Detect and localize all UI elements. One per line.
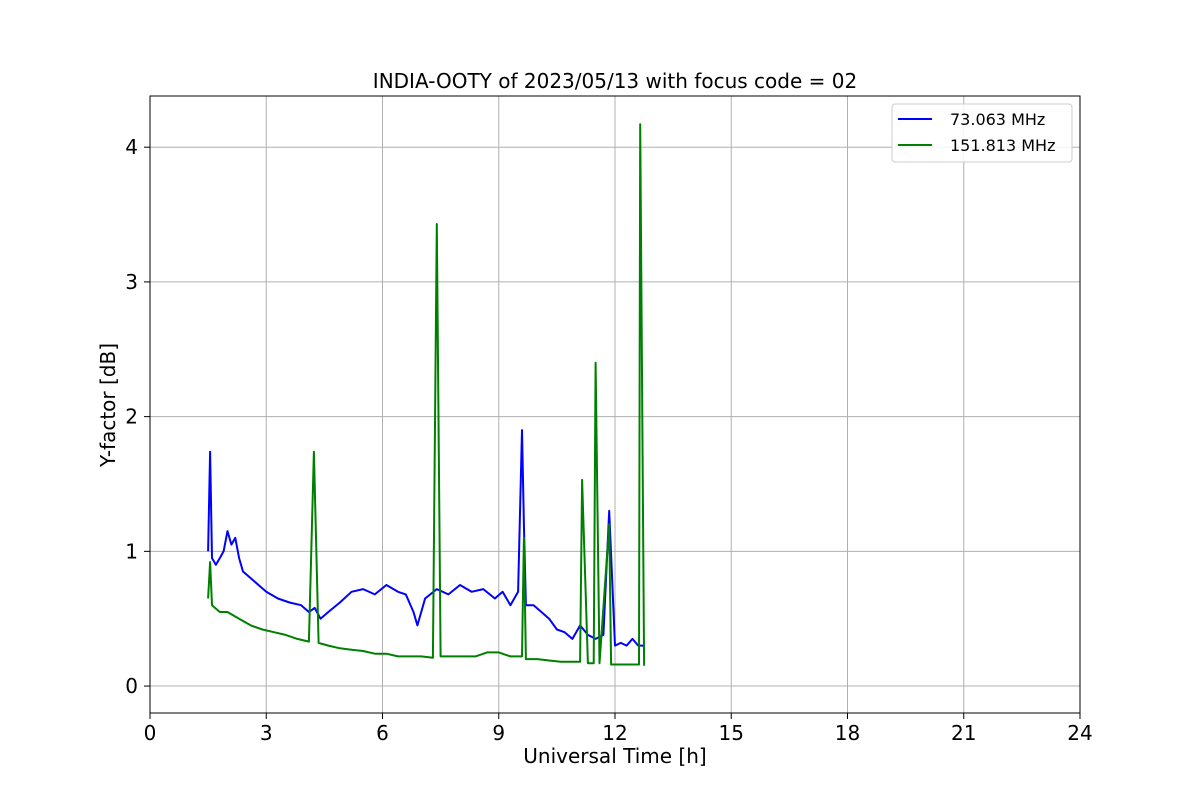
x-tick-label: 12 <box>602 721 627 745</box>
x-tick-label: 18 <box>835 721 860 745</box>
series-layer <box>207 123 646 666</box>
x-tick-label: 0 <box>144 721 157 745</box>
y-tick-label: 1 <box>125 539 138 563</box>
chart-title: INDIA-OOTY of 2023/05/13 with focus code… <box>373 69 857 93</box>
x-tick-label: 15 <box>719 721 744 745</box>
x-axis-ticks: 0 3 6 9 12 15 18 21 24 <box>144 713 1093 745</box>
x-tick-label: 9 <box>492 721 505 745</box>
x-tick-label: 3 <box>260 721 273 745</box>
y-axis-label: Y-factor [dB] <box>96 343 120 468</box>
legend-label-1: 151.813 MHz <box>950 136 1055 155</box>
legend-label-0: 73.063 MHz <box>950 110 1045 129</box>
legend: 73.063 MHz 151.813 MHz <box>891 103 1073 163</box>
y-tick-label: 0 <box>125 674 138 698</box>
x-tick-label: 21 <box>951 721 976 745</box>
legend-box <box>891 103 1073 163</box>
y-tick-label: 2 <box>125 405 138 429</box>
y-axis-ticks: 0 1 2 3 4 <box>125 135 150 698</box>
series-line-1 <box>207 123 646 666</box>
y-tick-label: 4 <box>125 135 138 159</box>
x-axis-label: Universal Time [h] <box>523 744 706 768</box>
y-tick-label: 3 <box>125 270 138 294</box>
x-tick-label: 24 <box>1067 721 1092 745</box>
x-tick-label: 6 <box>376 721 389 745</box>
